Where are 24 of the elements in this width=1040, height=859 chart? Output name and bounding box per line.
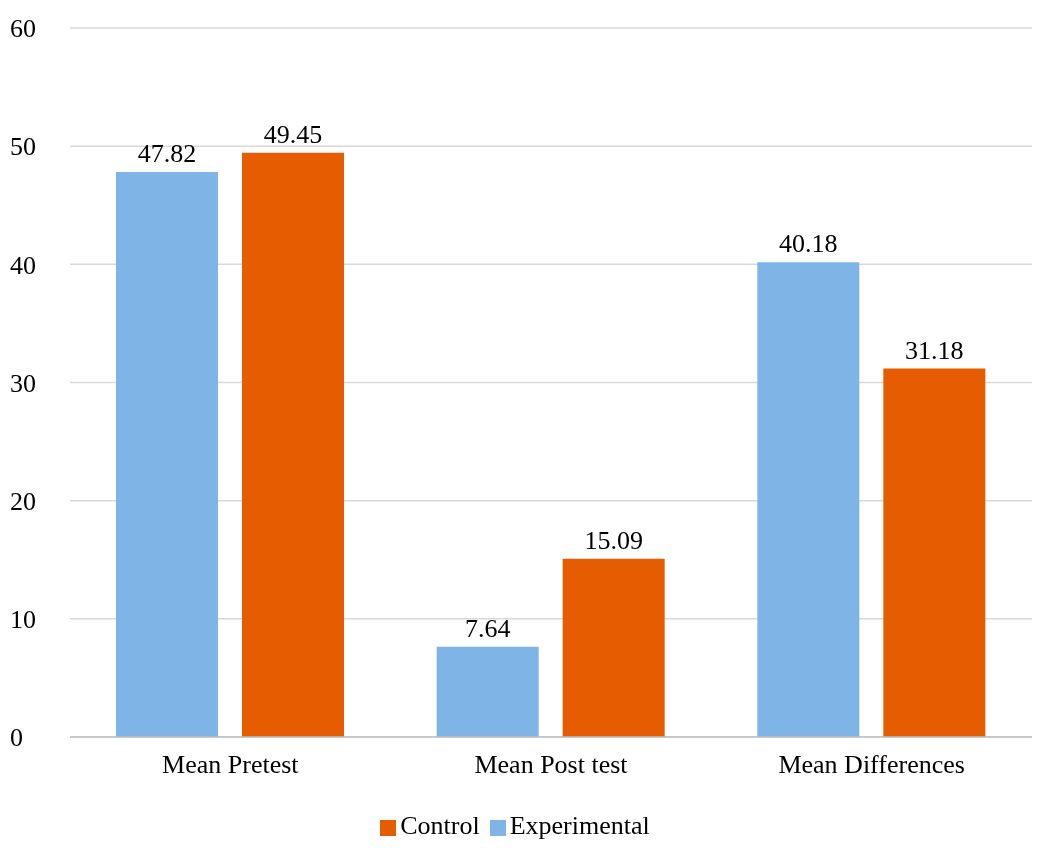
bar bbox=[883, 368, 986, 737]
bar bbox=[757, 262, 860, 737]
data-label: 40.18 bbox=[779, 229, 838, 259]
x-tick-label: Mean Post test bbox=[474, 750, 629, 780]
bar bbox=[562, 558, 665, 737]
y-tick-label: 60 bbox=[10, 14, 36, 44]
y-tick-label: 50 bbox=[10, 132, 36, 162]
y-tick-label: 10 bbox=[10, 605, 36, 635]
bar bbox=[436, 646, 539, 737]
data-label: 31.18 bbox=[905, 335, 964, 365]
x-tick-label: Mean Pretest bbox=[162, 750, 300, 780]
data-label: 47.82 bbox=[137, 138, 197, 168]
x-tick-label: Mean Differences bbox=[778, 750, 965, 780]
y-tick-label: 40 bbox=[10, 250, 36, 280]
y-tick-label: 20 bbox=[10, 486, 36, 516]
legend-label: Control bbox=[400, 811, 480, 840]
y-tick-label: 0 bbox=[10, 723, 23, 753]
bar bbox=[116, 171, 218, 737]
legend-label: Experimental bbox=[509, 811, 650, 840]
data-label: 49.45 bbox=[263, 119, 323, 149]
data-label: 7.64 bbox=[464, 613, 511, 643]
data-label: 15.09 bbox=[584, 525, 643, 555]
bar bbox=[242, 152, 344, 737]
y-tick-label: 30 bbox=[10, 368, 36, 398]
